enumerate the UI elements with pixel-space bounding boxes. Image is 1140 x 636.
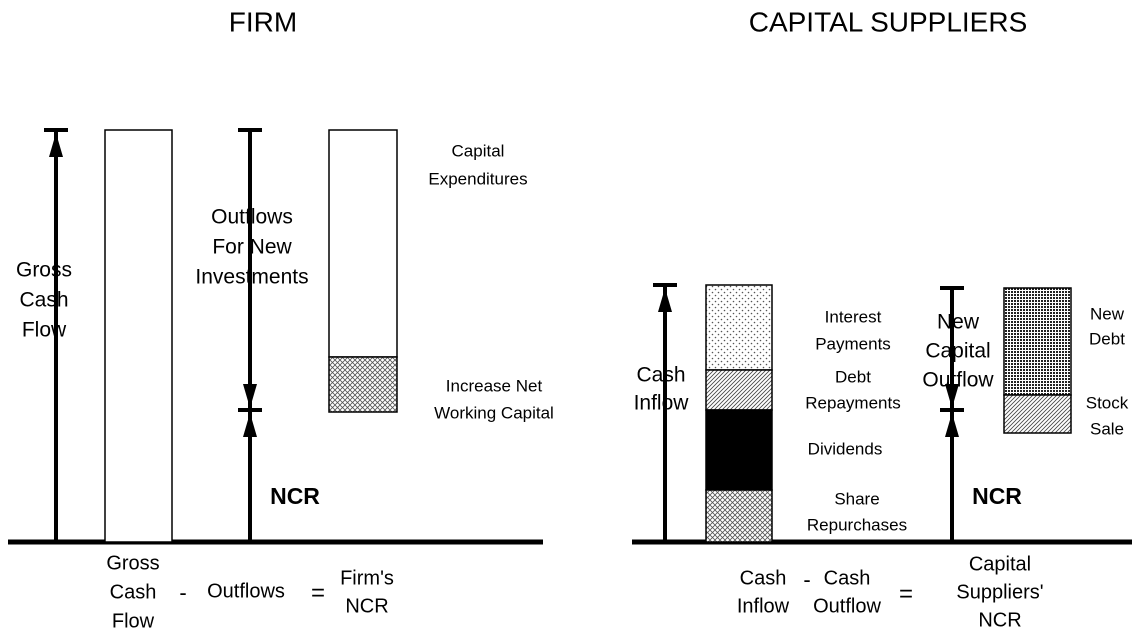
bar-segment — [1003, 287, 1072, 396]
label: Expenditures — [428, 169, 527, 188]
label: Firm's — [340, 567, 394, 589]
arrowhead — [243, 413, 257, 437]
label: Cash — [19, 289, 68, 312]
label: Capital — [969, 553, 1031, 575]
label: Cash — [110, 581, 157, 603]
label: Stock — [1086, 393, 1129, 412]
arrowhead — [945, 413, 959, 437]
label: Increase Net — [446, 376, 543, 395]
label: Gross — [16, 259, 72, 282]
label: NCR — [978, 609, 1021, 631]
label: New — [937, 311, 980, 334]
label: CAPITAL SUPPLIERS — [749, 6, 1028, 37]
bar-segment — [328, 129, 398, 358]
label: Outflow — [813, 595, 881, 617]
label: Gross — [106, 552, 159, 574]
label: = — [311, 579, 325, 606]
label: Inflow — [634, 392, 690, 415]
label: New — [1090, 304, 1125, 323]
label: Sale — [1090, 419, 1124, 438]
label: Dividends — [808, 439, 883, 458]
label: Share — [834, 489, 879, 508]
label: Outflows — [211, 206, 293, 229]
bar-segment — [705, 489, 773, 543]
label: - — [803, 567, 810, 592]
arrowhead — [658, 288, 672, 312]
label: Inflow — [737, 595, 790, 617]
label: Outflow — [922, 369, 994, 392]
label: Cash — [636, 364, 685, 387]
label: NCR — [270, 483, 320, 509]
label: Suppliers' — [956, 581, 1043, 603]
bar-segment — [705, 409, 773, 491]
label: = — [899, 580, 913, 607]
label: Debt — [1089, 329, 1125, 348]
bar-segment — [328, 356, 398, 413]
label: Interest — [825, 307, 882, 326]
label: Repurchases — [807, 515, 907, 534]
label: For New — [212, 236, 292, 259]
label: Capital — [452, 141, 505, 160]
label: - — [179, 580, 186, 605]
arrowhead — [49, 133, 63, 157]
label: Flow — [22, 319, 67, 342]
label: Repayments — [805, 393, 900, 412]
label: NCR — [345, 595, 388, 617]
bar-segment — [1003, 394, 1072, 434]
bar-segment — [705, 369, 773, 411]
label: Investments — [195, 266, 308, 289]
label: Outflows — [207, 580, 285, 602]
label: Capital — [925, 340, 990, 363]
label: FIRM — [229, 6, 297, 37]
arrowhead — [945, 384, 959, 408]
label: NCR — [972, 483, 1022, 509]
label: Cash — [740, 567, 787, 589]
bar-segment — [705, 284, 773, 371]
label: Payments — [815, 334, 891, 353]
label: Cash — [824, 567, 871, 589]
bar-segment — [104, 129, 173, 543]
label: Flow — [112, 610, 155, 632]
arrowhead — [243, 384, 257, 408]
label: Debt — [835, 367, 871, 386]
label: Working Capital — [434, 403, 554, 422]
